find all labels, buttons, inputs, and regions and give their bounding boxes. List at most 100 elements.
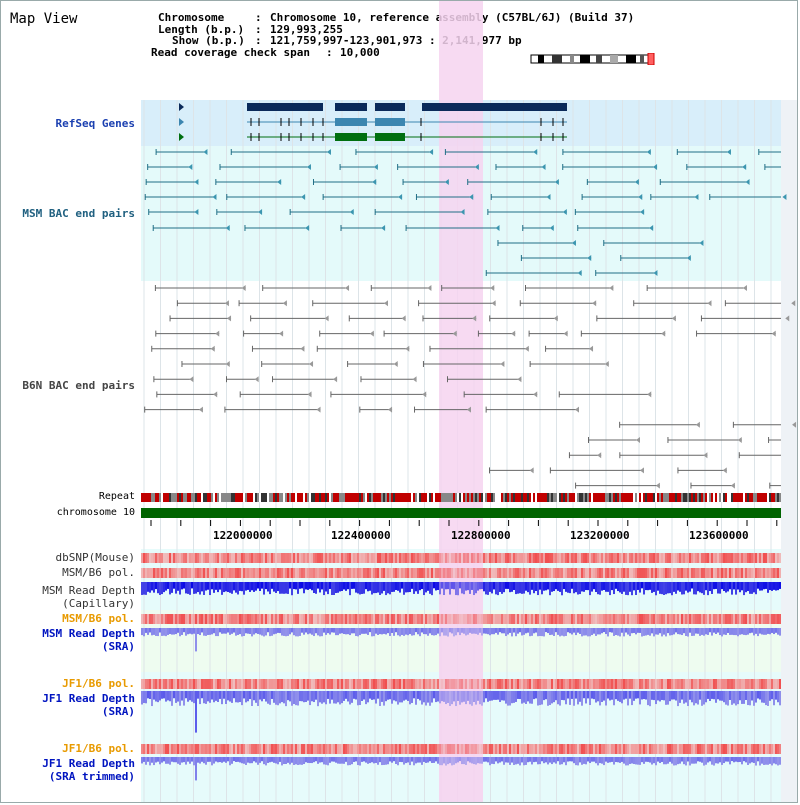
repeat-mark bbox=[383, 493, 385, 502]
repeat-mark bbox=[697, 493, 699, 502]
b6n-bac-arrow bbox=[282, 300, 287, 307]
dbsnp-mark bbox=[571, 553, 573, 563]
msm-b6-pol-mark bbox=[253, 568, 255, 578]
jf1-depth-trim-bar bbox=[401, 757, 403, 763]
b6n-bac-arrow bbox=[737, 437, 742, 443]
track-label-dbsnp[interactable]: dbSNP(Mouse) bbox=[55, 551, 135, 564]
jf1-depth-sra-bar bbox=[593, 691, 595, 700]
msm-bac-arrow bbox=[429, 149, 434, 155]
jf1-depth-trim-bar bbox=[683, 757, 685, 765]
repeat-mark bbox=[257, 493, 259, 502]
track-label-b6n-bac[interactable]: B6N BAC end pairs bbox=[22, 379, 135, 392]
track-label-refseq[interactable]: RefSeq Genes bbox=[55, 117, 135, 130]
track-label-repeat[interactable]: Repeat bbox=[98, 491, 135, 502]
jf1-depth-trim-bar bbox=[373, 757, 375, 764]
jf1-b6-pol-mark bbox=[709, 679, 711, 689]
track-label-jf1-b6-pol-1[interactable]: JF1/B6 pol. bbox=[62, 677, 135, 690]
msm-depth-cap-bar bbox=[739, 582, 741, 593]
jf1-b6-pol-mark bbox=[689, 679, 691, 689]
jf1-b6-pol-2-mark bbox=[727, 744, 729, 754]
track-label-msm-b6-pol-2[interactable]: MSM/B6 pol. bbox=[62, 612, 135, 625]
msm-b6-pol-2-mark bbox=[351, 614, 353, 624]
jf1-b6-pol-mark bbox=[537, 679, 539, 689]
msm-b6-pol-mark bbox=[401, 568, 403, 578]
dbsnp-mark bbox=[455, 553, 457, 563]
msm-b6-pol-mark bbox=[467, 568, 469, 578]
b6n-bac-arrow bbox=[639, 467, 644, 474]
length-key: Length (b.p.) bbox=[158, 22, 245, 36]
repeat-mark bbox=[387, 493, 389, 502]
jf1-depth-sra-bar bbox=[623, 691, 625, 700]
dbsnp-mark bbox=[181, 553, 183, 563]
msm-b6-pol-2-mark bbox=[253, 614, 255, 624]
msm-b6-pol-2-mark bbox=[721, 614, 723, 624]
jf1-b6-pol-mark bbox=[489, 679, 491, 689]
dbsnp-mark bbox=[447, 553, 449, 563]
jf1-depth-sra-bar bbox=[207, 691, 209, 702]
jf1-depth-sra-bar bbox=[257, 691, 259, 707]
dbsnp-mark bbox=[257, 553, 259, 563]
msm-depth-sra-bar bbox=[533, 628, 535, 634]
track-label-msm-depth-sra[interactable]: MSM Read Depth bbox=[42, 627, 135, 640]
jf1-b6-pol-2-mark bbox=[649, 744, 651, 754]
repeat-mark bbox=[709, 493, 711, 502]
repeat-mark bbox=[721, 493, 723, 502]
track-label-jf1-depth-trim[interactable]: JF1 Read Depth bbox=[42, 757, 135, 770]
repeat-mark bbox=[707, 493, 709, 502]
dbsnp-mark bbox=[345, 553, 347, 563]
msm-depth-sra-bar bbox=[251, 628, 253, 637]
jf1-depth-sra-bar bbox=[217, 691, 219, 702]
msm-b6-pol-mark bbox=[361, 568, 363, 578]
repeat-mark bbox=[481, 493, 483, 502]
track-label-msm-bac[interactable]: MSM BAC end pairs bbox=[22, 207, 135, 220]
jf1-b6-pol-2-mark bbox=[681, 744, 683, 754]
msm-depth-cap-bar bbox=[165, 582, 167, 591]
msm-depth-cap-bar bbox=[385, 582, 387, 596]
msm-b6-pol-2-mark bbox=[655, 614, 657, 624]
dbsnp-mark bbox=[623, 553, 625, 563]
repeat-mark bbox=[343, 493, 345, 502]
msm-depth-cap-bar bbox=[689, 582, 691, 592]
jf1-depth-trim-bar bbox=[551, 757, 553, 765]
dbsnp-mark bbox=[755, 553, 757, 563]
jf1-depth-trim-bar bbox=[267, 757, 269, 763]
track-label-jf1-depth-sra[interactable]: JF1 Read Depth bbox=[42, 692, 135, 705]
msm-depth-cap-bar bbox=[381, 582, 383, 594]
msm-b6-pol-mark bbox=[189, 568, 191, 578]
jf1-b6-pol-mark bbox=[589, 679, 591, 689]
jf1-b6-pol-2-mark bbox=[295, 744, 297, 754]
dbsnp-mark bbox=[295, 553, 297, 563]
jf1-depth-trim-bar bbox=[439, 757, 441, 766]
jf1-b6-pol-mark bbox=[407, 679, 409, 689]
track-label-msm-depth-cap[interactable]: MSM Read Depth bbox=[42, 584, 135, 597]
jf1-depth-sra-bar bbox=[389, 691, 391, 700]
jf1-b6-pol-mark bbox=[663, 679, 665, 689]
jf1-b6-pol-2-mark bbox=[239, 744, 241, 754]
jf1-depth-trim-bar bbox=[555, 757, 557, 764]
jf1-depth-sra-bar bbox=[657, 691, 659, 701]
jf1-depth-trim-bar bbox=[357, 757, 359, 766]
msm-b6-pol-mark bbox=[685, 568, 687, 578]
jf1-depth-trim-bar bbox=[637, 757, 639, 765]
jf1-depth-trim-bar bbox=[679, 757, 681, 764]
jf1-b6-pol-mark bbox=[703, 679, 705, 689]
jf1-b6-pol-2-mark bbox=[171, 744, 173, 754]
track-label-msm-b6-pol-1[interactable]: MSM/B6 pol. bbox=[62, 566, 135, 579]
track-label-jf1-b6-pol-2[interactable]: JF1/B6 pol. bbox=[62, 742, 135, 755]
jf1-depth-sra-bar bbox=[501, 691, 503, 701]
msm-b6-pol-mark bbox=[343, 568, 345, 578]
msm-b6-pol-2-mark bbox=[467, 614, 469, 624]
jf1-b6-pol-mark bbox=[287, 679, 289, 689]
msm-depth-cap-bar bbox=[173, 582, 175, 589]
msm-b6-pol-2-mark bbox=[155, 614, 157, 624]
repeat-mark bbox=[153, 493, 155, 502]
jf1-b6-pol-mark bbox=[205, 679, 207, 689]
jf1-depth-sra-bar bbox=[519, 691, 521, 700]
chromosome-ideogram-icon[interactable] bbox=[530, 53, 658, 65]
dbsnp-mark bbox=[439, 553, 441, 563]
jf1-b6-pol-mark bbox=[277, 679, 279, 689]
dbsnp-mark bbox=[699, 553, 701, 563]
msm-depth-sra-bar bbox=[771, 628, 773, 633]
dbsnp-mark bbox=[381, 553, 383, 563]
